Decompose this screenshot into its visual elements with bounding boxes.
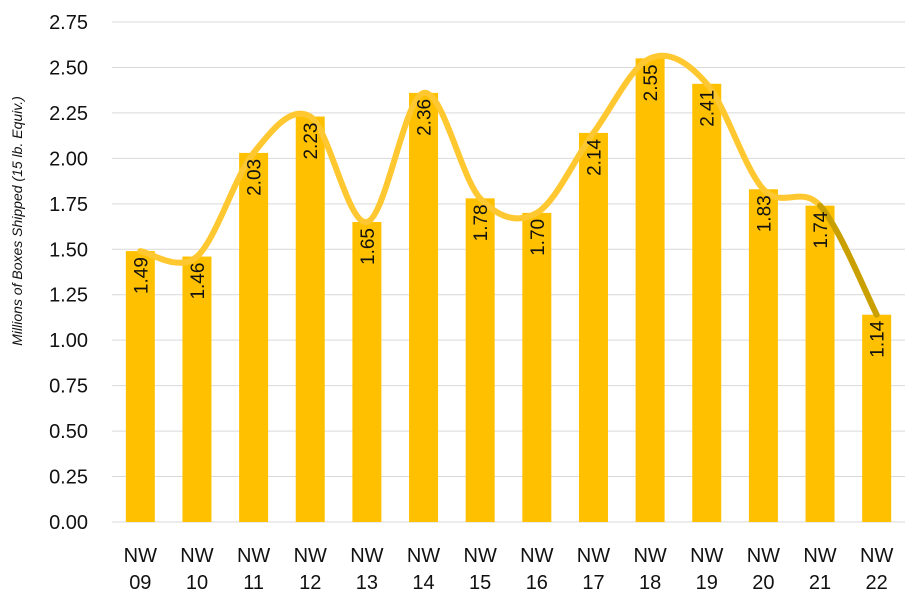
trend-line-main <box>137 52 824 266</box>
x-category-label: NW 22 <box>860 545 893 594</box>
y-tick-label: 1.75 <box>49 194 88 216</box>
x-category-label: NW 18 <box>633 545 666 594</box>
bar <box>295 116 325 522</box>
y-tick-label: 0.25 <box>49 467 88 489</box>
data-label: 2.14 <box>584 138 605 175</box>
data-label: 1.74 <box>811 211 832 248</box>
x-category-label: NW 21 <box>803 545 836 594</box>
x-category-label: NW 10 <box>180 545 213 594</box>
data-label: 1.70 <box>528 219 549 256</box>
y-axis-title: Millions of Boxes Shipped (15 lb. Equiv.… <box>9 96 25 346</box>
trend-line <box>137 52 880 318</box>
y-axis-ticks: 0.00 0.25 0.50 0.75 1.00 1.25 1.50 1.75 2.00 2.25… <box>49 12 88 534</box>
bar <box>352 222 382 522</box>
data-label: 1.46 <box>188 263 209 300</box>
x-category-label: NW 16 <box>520 545 553 594</box>
bar <box>692 83 722 523</box>
x-category-label: NW 15 <box>464 545 497 594</box>
data-label: 2.23 <box>301 123 322 160</box>
y-tick-label: 2.00 <box>49 148 88 170</box>
y-tick-label: 0.50 <box>49 421 88 443</box>
x-category-label: NW 17 <box>577 545 610 594</box>
y-tick-label: 2.50 <box>49 57 88 79</box>
x-category-label: NW 14 <box>407 545 440 594</box>
y-tick-label: 0.00 <box>49 512 88 534</box>
x-category-label: NW 19 <box>690 545 723 594</box>
y-tick-label: 1.00 <box>49 330 88 352</box>
bar <box>805 205 835 523</box>
bar <box>635 58 665 522</box>
bar <box>522 212 552 522</box>
x-category-label: NW 12 <box>294 545 327 594</box>
data-label: 1.78 <box>471 204 492 241</box>
x-category-label: NW 11 <box>237 545 270 594</box>
gridlines <box>112 21 905 523</box>
x-category-label: NW 09 <box>124 545 157 594</box>
bar <box>182 256 212 522</box>
bar <box>239 152 269 522</box>
x-axis-categories: NW 09 NW 10 NW 11 NW 12 NW 13 NW 14 NW 15 NW 16 NW 17 NW 18… <box>124 545 894 594</box>
y-tick-label: 1.25 <box>49 285 88 307</box>
y-tick-label: 1.50 <box>49 239 88 261</box>
bar <box>748 189 778 523</box>
bar <box>578 132 608 522</box>
x-category-label: NW 20 <box>747 545 780 594</box>
bar <box>409 92 439 522</box>
bars <box>125 58 892 523</box>
bar <box>125 251 155 522</box>
data-label: 2.41 <box>698 90 719 127</box>
bar <box>862 314 892 522</box>
x-category-label: NW 13 <box>350 545 383 594</box>
bar <box>465 198 495 522</box>
data-label: 1.14 <box>868 320 889 357</box>
y-tick-label: 2.25 <box>49 103 88 125</box>
data-label: 2.36 <box>415 99 436 136</box>
data-label: 2.03 <box>245 159 266 196</box>
y-tick-label: 2.75 <box>49 12 88 34</box>
data-label: 2.55 <box>641 64 662 101</box>
trend-line-last-segment <box>817 202 880 318</box>
data-label: 1.83 <box>754 195 775 232</box>
data-label: 1.65 <box>358 228 379 265</box>
y-tick-label: 0.75 <box>49 376 88 398</box>
data-label: 1.49 <box>131 257 152 294</box>
data-labels: 1.49 1.46 2.03 2.23 1.65 2.36 1.78 1.70 2.14 2.55… <box>131 64 888 357</box>
